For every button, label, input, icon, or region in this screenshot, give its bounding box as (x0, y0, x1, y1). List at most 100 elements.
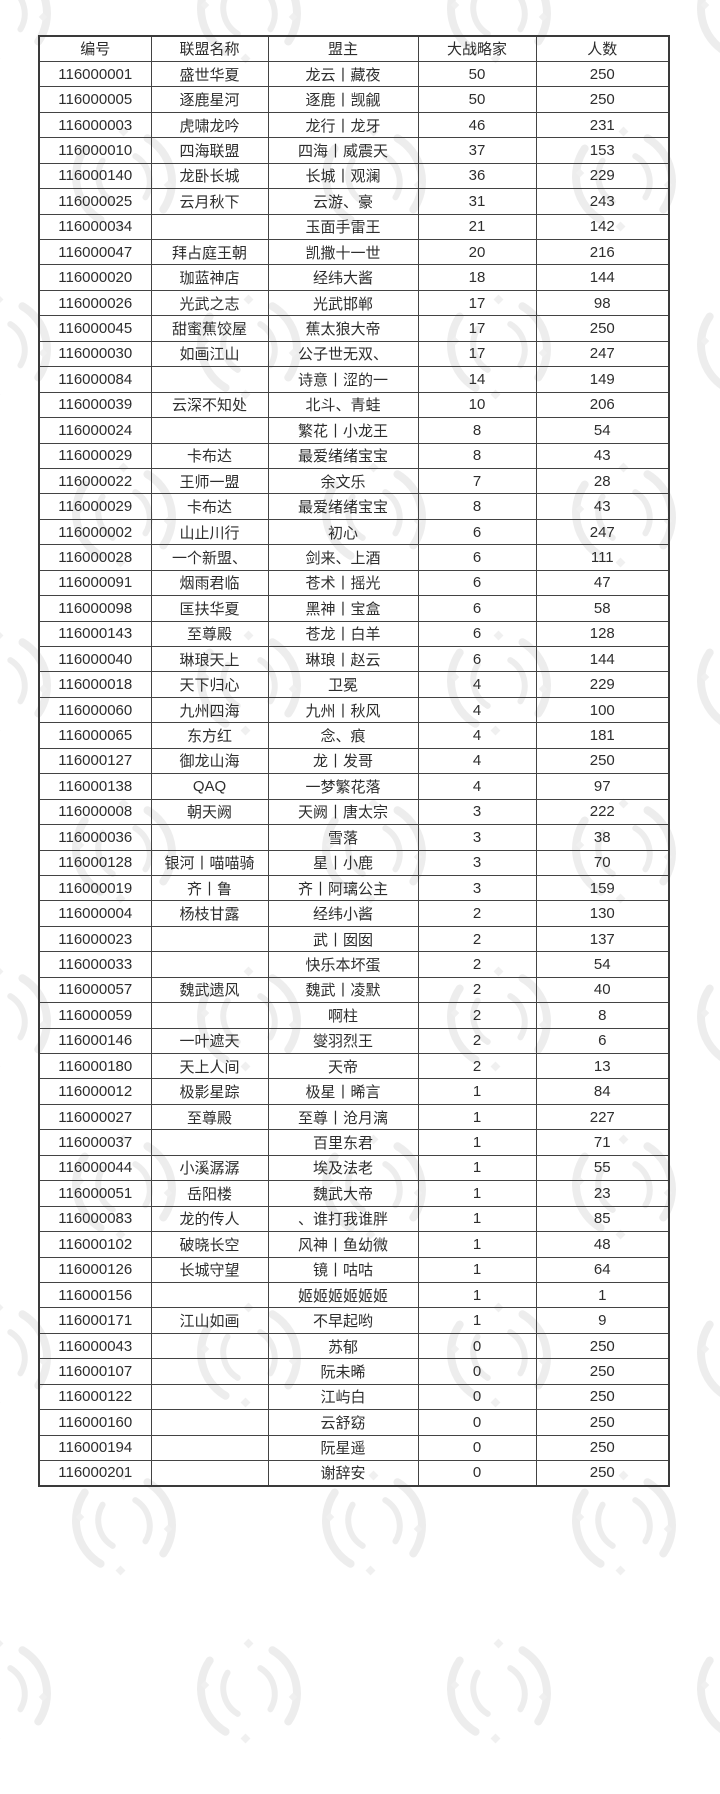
member-count-cell: 144 (535, 645, 670, 673)
table-row: 116000065 东方红 念、痕 4 181 (38, 722, 670, 749)
alliance-name-cell (150, 417, 269, 444)
strategist-count-cell: 2 (417, 1052, 537, 1080)
member-count-cell: 40 (535, 976, 670, 1004)
id-cell: 116000040 (38, 645, 152, 673)
id-cell: 116000160 (38, 1409, 152, 1436)
leader-cell: 星丨小鹿 (267, 849, 419, 876)
member-count-cell: 250 (535, 86, 670, 113)
leader-cell: 江屿白 (267, 1383, 419, 1411)
leader-cell: 云游、豪 (267, 188, 419, 215)
id-cell: 116000003 (38, 111, 152, 139)
leader-cell: 、谁打我谁胖 (267, 1205, 419, 1233)
member-count-cell: 23 (535, 1180, 670, 1207)
member-count-cell: 250 (535, 60, 670, 88)
strategist-count-cell: 0 (417, 1409, 537, 1436)
table-row: 116000057 魏武遗风 魏武丨凌默 2 40 (38, 976, 670, 1004)
strategist-count-cell: 50 (417, 60, 537, 88)
alliance-name-cell: 卡布达 (150, 442, 269, 469)
alliance-name-cell (150, 1434, 269, 1462)
table-row: 116000040 琳琅天上 琳琅丨赵云 6 144 (38, 645, 670, 673)
id-cell: 116000059 (38, 1002, 152, 1029)
alliance-name-cell: 逐鹿星河 (150, 86, 269, 113)
member-count-cell: 64 (535, 1256, 670, 1283)
strategist-count-cell: 6 (417, 544, 537, 571)
alliance-name-cell (150, 213, 269, 241)
table-row: 116000051 岳阳楼 魏武大帝 1 23 (38, 1180, 670, 1207)
strategist-count-cell: 20 (417, 238, 537, 266)
id-cell: 116000002 (38, 518, 152, 546)
alliance-name-cell (150, 824, 269, 851)
leader-cell: 北斗、青蛙 (267, 391, 419, 419)
table-row: 116000029 卡布达 最爱绪绪宝宝 8 43 (38, 442, 670, 469)
member-count-cell: 58 (535, 595, 670, 622)
leader-cell: 百里东君 (267, 1129, 419, 1156)
leader-cell: 苏郁 (267, 1332, 419, 1360)
leader-cell: 光武邯郸 (267, 289, 419, 317)
member-count-cell: 100 (535, 696, 670, 724)
strategist-count-cell: 14 (417, 366, 537, 393)
member-count-cell: 55 (535, 1154, 670, 1182)
leader-cell: 镜丨咕咕 (267, 1256, 419, 1283)
strategist-count-cell: 4 (417, 671, 537, 698)
member-count-cell: 229 (535, 671, 670, 698)
member-count-cell: 28 (535, 467, 670, 495)
alliance-name-cell: 琳琅天上 (150, 645, 269, 673)
id-cell: 116000127 (38, 747, 152, 775)
id-cell: 116000001 (38, 60, 152, 88)
member-count-cell: 38 (535, 824, 670, 851)
leader-cell: 黑神丨宝盒 (267, 595, 419, 622)
strategist-count-cell: 17 (417, 315, 537, 342)
table-row: 116000156 姬姬姬姬姬姬 1 1 (38, 1281, 670, 1309)
table-row: 116000194 阮星遥 0 250 (38, 1434, 670, 1462)
column-header-leader: 盟主 (267, 35, 419, 62)
alliance-name-cell: 一个新盟、 (150, 544, 269, 571)
strategist-count-cell: 1 (417, 1103, 537, 1131)
table-row: 116000043 苏郁 0 250 (38, 1332, 670, 1360)
id-cell: 116000008 (38, 798, 152, 826)
leader-cell: 龙丨发哥 (267, 747, 419, 775)
member-count-cell: 97 (535, 773, 670, 800)
member-count-cell: 85 (535, 1205, 670, 1233)
member-count-cell: 159 (535, 874, 670, 902)
leader-cell: 长城丨观澜 (267, 162, 419, 190)
member-count-cell: 47 (535, 569, 670, 597)
alliance-name-cell (150, 1459, 269, 1487)
id-cell: 116000128 (38, 849, 152, 876)
leader-cell: 苍术丨摇光 (267, 569, 419, 597)
table-row: 116000037 百里东君 1 71 (38, 1129, 670, 1156)
table-row: 116000034 玉面手雷王 21 142 (38, 213, 670, 241)
id-cell: 116000107 (38, 1358, 152, 1385)
alliance-name-cell: 山止川行 (150, 518, 269, 546)
alliance-name-cell (150, 1281, 269, 1309)
leader-cell: 姬姬姬姬姬姬 (267, 1281, 419, 1309)
strategist-count-cell: 4 (417, 722, 537, 749)
table-row: 116000091 烟雨君临 苍术丨摇光 6 47 (38, 569, 670, 597)
leader-cell: 蕉太狼大帝 (267, 315, 419, 342)
id-cell: 116000138 (38, 773, 152, 800)
table-row: 116000102 破晓长空 风神丨鱼幼微 1 48 (38, 1231, 670, 1258)
column-header-alliance-name: 联盟名称 (150, 35, 269, 62)
alliance-name-cell (150, 1409, 269, 1436)
leader-cell: 剑来、上酒 (267, 544, 419, 571)
watermark-logo (0, 1632, 58, 1750)
id-cell: 116000194 (38, 1434, 152, 1462)
member-count-cell: 54 (535, 951, 670, 978)
id-cell: 116000057 (38, 976, 152, 1004)
leader-cell: 不早起哟 (267, 1307, 419, 1334)
table-row: 116000143 至尊殿 苍龙丨白羊 6 128 (38, 620, 670, 648)
strategist-count-cell: 8 (417, 493, 537, 520)
strategist-count-cell: 8 (417, 417, 537, 444)
strategist-count-cell: 2 (417, 1002, 537, 1029)
id-cell: 116000027 (38, 1103, 152, 1131)
alliance-name-cell: 龙的传人 (150, 1205, 269, 1233)
member-count-cell: 216 (535, 238, 670, 266)
id-cell: 116000126 (38, 1256, 152, 1283)
leader-cell: 公子世无双、 (267, 340, 419, 368)
leader-cell: 琳琅丨赵云 (267, 645, 419, 673)
alliance-name-cell: 天上人间 (150, 1052, 269, 1080)
alliance-name-cell: 光武之志 (150, 289, 269, 317)
alliance-name-cell: 齐丨鲁 (150, 874, 269, 902)
id-cell: 116000091 (38, 569, 152, 597)
member-count-cell: 231 (535, 111, 670, 139)
table-row: 116000084 诗意丨涩的一 14 149 (38, 366, 670, 393)
